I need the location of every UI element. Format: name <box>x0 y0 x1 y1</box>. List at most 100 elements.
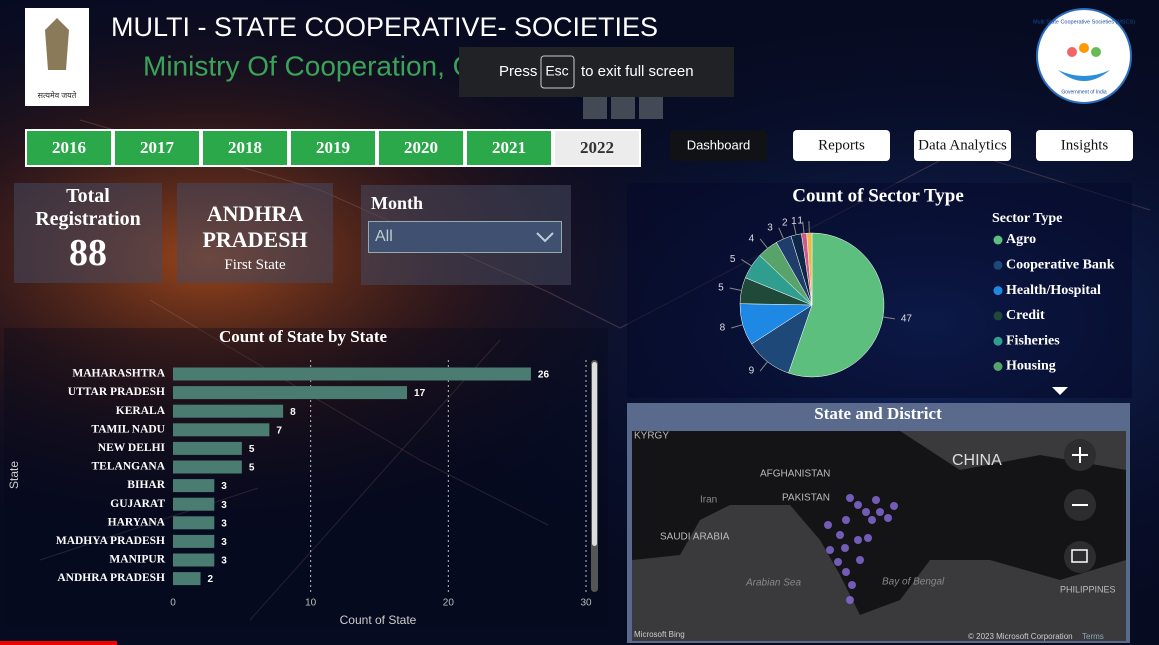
y-tick-label: TAMIL NADU <box>91 423 165 435</box>
y-tick-label: NEW DELHI <box>98 442 166 454</box>
y-axis-label: State <box>7 461 21 489</box>
data-label: 9 <box>749 366 755 377</box>
emblem-icon <box>45 18 69 70</box>
map-point <box>846 596 854 604</box>
map-point <box>841 544 849 552</box>
legend-entry[interactable]: Housing <box>1006 359 1056 374</box>
legend-entry[interactable]: Fisheries <box>1006 333 1060 348</box>
nav-button[interactable] <box>670 130 767 161</box>
x-tick-label: 30 <box>580 598 592 609</box>
nav-button[interactable] <box>793 130 890 161</box>
leader-line <box>759 361 768 372</box>
year-button[interactable] <box>289 129 377 167</box>
leader-line <box>778 227 784 240</box>
bar[interactable] <box>173 553 215 567</box>
legend-entry[interactable]: Cooperative Bank <box>1006 258 1115 273</box>
map-point <box>884 514 892 522</box>
year-button[interactable] <box>201 129 289 167</box>
y-tick-label: UTTAR PRADESH <box>68 386 165 398</box>
bar[interactable] <box>173 367 531 381</box>
year-button[interactable] <box>465 129 553 167</box>
bar[interactable] <box>173 572 201 586</box>
map-label: AFGHANISTAN <box>760 469 830 480</box>
map-points <box>824 494 898 604</box>
bar[interactable] <box>173 534 215 548</box>
legend-more[interactable] <box>1052 387 1068 395</box>
y-tick-label: MAHARASHTRA <box>72 368 165 380</box>
map-label: Arabian Sea <box>745 578 801 589</box>
key-box <box>540 55 575 89</box>
nav-button[interactable] <box>914 130 1011 161</box>
month-value: All <box>375 228 393 245</box>
bar[interactable] <box>173 497 215 511</box>
data-label: 17 <box>414 388 426 399</box>
year-button[interactable] <box>113 129 201 167</box>
map-point <box>824 521 832 529</box>
nav-button[interactable] <box>1036 130 1133 161</box>
map-attribution: Microsoft Bing <box>634 630 685 639</box>
map-label: SAUDI ARABIA <box>660 532 730 543</box>
title: MULTI - STATE COOPERATIVE- SOCIETIES <box>111 12 658 42</box>
map-terms[interactable]: Terms <box>1082 632 1104 641</box>
legend-title: Sector Type <box>992 211 1062 226</box>
chart-title: Count of State by State <box>219 327 388 346</box>
scrollbar-thumb[interactable] <box>592 362 597 546</box>
year-button[interactable] <box>25 129 113 167</box>
map-point <box>846 494 854 502</box>
map-point <box>876 508 884 516</box>
toolbar-button[interactable] <box>639 97 663 119</box>
legend-marker <box>993 362 1003 371</box>
bar[interactable] <box>173 479 215 493</box>
y-tick-label: MADHYA PRADESH <box>56 535 165 547</box>
data-label: 5 <box>249 444 255 455</box>
legend-entry[interactable]: Health/Hospital <box>1006 283 1101 298</box>
year-button[interactable] <box>553 129 641 167</box>
pie-slice[interactable] <box>806 232 813 306</box>
toolbar-button[interactable] <box>583 97 607 119</box>
data-label: 5 <box>249 463 255 474</box>
legend-marker <box>993 235 1003 245</box>
legend-entry[interactable]: Credit <box>1006 308 1045 323</box>
x-tick-label: 10 <box>305 598 317 609</box>
x-tick-label: 0 <box>170 598 176 609</box>
month-dropdown[interactable]: All <box>368 221 562 253</box>
legend-entry[interactable]: Agro <box>1006 232 1036 247</box>
map-copyright: © 2023 Microsoft Corporation <box>968 632 1073 641</box>
map-point <box>868 516 876 524</box>
year-button[interactable] <box>377 129 465 167</box>
bar[interactable] <box>173 441 242 455</box>
logo-subtext: Government of India <box>1061 89 1107 95</box>
toolbar-button[interactable] <box>611 97 635 119</box>
map-point <box>872 496 880 504</box>
map-point <box>826 546 834 554</box>
bar[interactable] <box>173 404 284 418</box>
leader-line <box>731 324 743 329</box>
map-point <box>836 531 844 539</box>
leader-line <box>882 316 895 320</box>
bar[interactable] <box>173 460 242 474</box>
data-label: 26 <box>538 370 550 381</box>
select-tool[interactable] <box>1064 541 1096 573</box>
bar[interactable] <box>173 423 270 437</box>
data-label: 3 <box>221 481 227 492</box>
leader-line <box>793 222 797 235</box>
total-value: 88 <box>69 232 107 274</box>
x-tick-label: 20 <box>443 598 455 609</box>
map-land <box>632 431 1126 615</box>
y-tick-label: TELANGANA <box>92 461 166 473</box>
map-point <box>854 501 862 509</box>
bar[interactable] <box>173 516 215 530</box>
mscs-logo <box>1036 8 1132 104</box>
leader-line <box>729 287 742 291</box>
year-label: 2016 <box>52 138 86 157</box>
select-icon <box>1071 549 1088 563</box>
y-tick-label: GUJARAT <box>110 498 165 510</box>
data-label: 3 <box>221 556 227 567</box>
nav-label: Data Analytics <box>918 137 1007 153</box>
bar[interactable] <box>173 386 408 400</box>
state-caption: First State <box>224 257 286 273</box>
y-tick-label: ANDHRA PRADESH <box>57 572 165 584</box>
data-label: 1 <box>797 216 803 227</box>
data-label: 8 <box>720 323 726 334</box>
